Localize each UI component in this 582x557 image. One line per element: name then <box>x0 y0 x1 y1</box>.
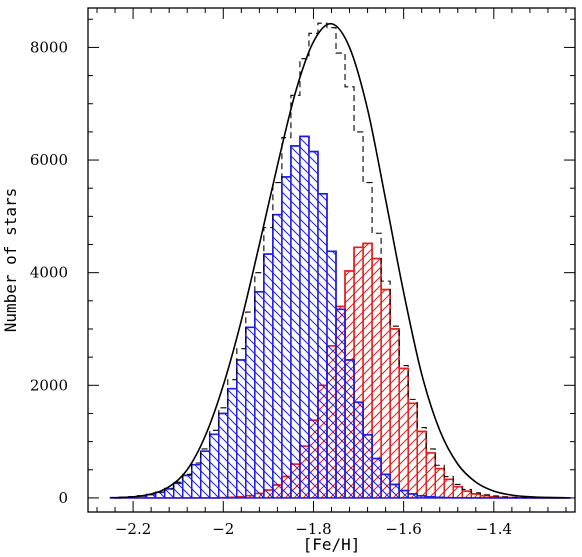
blue-component-histogram-outline <box>109 135 571 499</box>
x-tick-label: −1.8 <box>295 520 331 538</box>
tick-labels: −2.2 −2 −1.8 −1.6 −1.4 0 2000 4000 6000 8000 <box>30 38 512 538</box>
y-axis-label: Number of stars <box>1 188 20 333</box>
x-tick-label: −1.4 <box>476 520 512 538</box>
y-tick-label: 8000 <box>30 38 68 56</box>
x-tick-label: −2 <box>212 520 234 538</box>
y-tick-label: 6000 <box>30 151 68 169</box>
y-tick-label: 0 <box>58 489 68 507</box>
blue-component-histogram-fill <box>110 136 571 498</box>
x-tick-label: −2.2 <box>115 520 151 538</box>
x-axis-label: [Fe/H] <box>303 535 361 554</box>
plot-area <box>109 22 572 499</box>
y-tick-label: 2000 <box>30 376 68 394</box>
axis-ticks <box>88 8 575 512</box>
total-fit-curve <box>115 22 566 499</box>
x-tick-label: −1.6 <box>385 520 421 538</box>
y-tick-label: 4000 <box>30 264 68 282</box>
blue-component-histogram <box>109 135 571 499</box>
